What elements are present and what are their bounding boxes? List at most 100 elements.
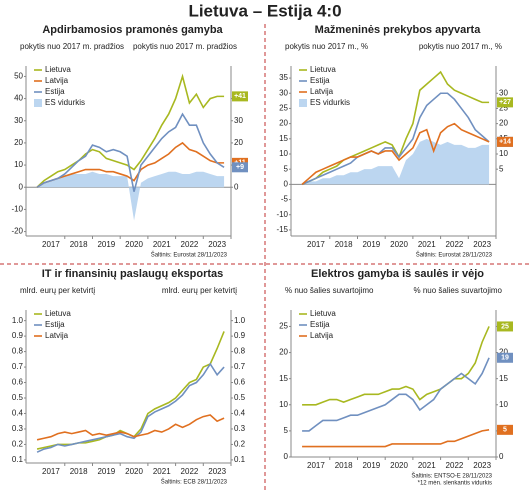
y-tick-label: 35 (279, 73, 288, 82)
y2-tick-label: 0.1 (234, 455, 246, 464)
source: Šaltinis: ECB 28/11/2023 (161, 479, 228, 486)
y-tick-label: -5 (281, 195, 289, 204)
y-tick-label: 25 (279, 104, 288, 113)
y-tick-label: 20 (14, 138, 23, 147)
legend-label: ES vidurkis (45, 98, 85, 107)
x-tick-label: 2020 (125, 240, 143, 249)
x-tick-label: 2017 (42, 240, 60, 249)
y2-tick-label: 5 (499, 164, 504, 173)
x-tick-label: 2023 (473, 461, 491, 470)
y-tick-label: 0 (284, 179, 289, 188)
x-tick-label: 2018 (335, 240, 353, 249)
x-tick-label: 2019 (362, 461, 380, 470)
chart-title: Apdirbamosios pramonės gamyba (42, 24, 223, 36)
line (36, 362, 225, 453)
source: Šaltinis: Eurostat 28/11/2023 (416, 252, 493, 259)
end-badge-label: 25 (501, 323, 509, 330)
x-tick-label: 2021 (418, 461, 436, 470)
legend-label: Latvija (310, 87, 334, 96)
y-tick-label: 10 (14, 160, 23, 169)
y2-tick-label: 20 (499, 348, 508, 357)
y2-tick-label: 30 (499, 88, 508, 97)
y-tick-label: 5 (284, 164, 289, 173)
x-tick-label: 2018 (335, 461, 353, 470)
y2-tick-label: 0.8 (234, 347, 246, 356)
line (36, 73, 225, 188)
y-tick-label: 25 (279, 322, 288, 331)
end-badge (497, 321, 513, 332)
legend-label: Latvija (45, 331, 69, 340)
legend-label: Estija (310, 320, 330, 329)
y-axis-label: mlrd. eurų per ketvirtį (20, 286, 95, 295)
y-tick-label: 5 (284, 426, 289, 435)
x-tick-label: 2018 (70, 240, 88, 249)
y-tick-label: 0 (284, 452, 289, 461)
y2-tick-label: 0.2 (234, 440, 246, 449)
x-tick-label: 2020 (125, 467, 143, 476)
x-tick-label: 2017 (42, 467, 60, 476)
x-tick-label: 2023 (473, 240, 491, 249)
x-tick-label: 2017 (307, 461, 325, 470)
line (302, 357, 490, 432)
y-tick-label: 15 (279, 374, 288, 383)
y2-tick-label: 0.6 (234, 378, 246, 387)
legend-label: Estija (45, 320, 65, 329)
x-tick-label: 2019 (97, 240, 115, 249)
y-tick-label: 0.6 (12, 378, 24, 387)
y-tick-label: 30 (279, 88, 288, 97)
y-tick-label: 20 (279, 348, 288, 357)
legend-label: Lietuva (310, 309, 336, 318)
area (302, 138, 490, 185)
x-tick-label: 2022 (181, 240, 199, 249)
y-tick-label: 0.4 (12, 409, 24, 418)
y-axis-label: pokytis nuo 2017 m., % (285, 42, 368, 51)
x-tick-label: 2021 (153, 240, 171, 249)
line (302, 429, 490, 448)
line (301, 122, 490, 185)
y-tick-label: 20 (279, 119, 288, 128)
end-badge-label: +9 (236, 164, 244, 171)
x-tick-label: 2020 (390, 461, 408, 470)
y2-axis-label: % nuo šalies suvartojimo (414, 286, 503, 295)
end-badge (497, 424, 513, 435)
x-tick-label: 2018 (70, 467, 88, 476)
line (36, 112, 225, 192)
y2-tick-label: 0.5 (234, 393, 246, 402)
y-tick-label: 40 (14, 94, 23, 103)
area (37, 171, 225, 221)
x-tick-label: 2019 (362, 240, 380, 249)
x-tick-label: 2023 (208, 467, 226, 476)
y-tick-label: 0.9 (12, 331, 24, 340)
y2-tick-label: 15 (499, 374, 508, 383)
y-tick-label: 0.7 (12, 362, 24, 371)
legend-label: Latvija (45, 76, 69, 85)
y-tick-label: -10 (276, 210, 288, 219)
legend-label: Estija (310, 76, 330, 85)
y2-tick-label: 10 (499, 400, 508, 409)
y2-tick-label: 10 (499, 149, 508, 158)
y2-tick-label: 0 (234, 182, 239, 191)
legend-label: ES vidurkis (310, 98, 350, 107)
chart-title: IT ir finansinių paslaugų eksportas (42, 268, 224, 280)
end-badge-label: +14 (499, 139, 511, 146)
y-tick-label: 10 (279, 149, 288, 158)
end-badge-label: +41 (234, 93, 246, 100)
y2-tick-label: 0.7 (234, 362, 246, 371)
end-badge-label: +27 (499, 99, 511, 106)
y-tick-label: 0.1 (12, 455, 24, 464)
end-badge (232, 162, 248, 173)
x-tick-label: 2017 (307, 240, 325, 249)
end-badge (497, 97, 513, 108)
chart-title: Elektros gamyba iš saulės ir vėjo (311, 268, 484, 280)
end-badge-label: 19 (501, 355, 509, 362)
x-tick-label: 2020 (390, 240, 408, 249)
line (36, 141, 225, 188)
legend-label: Lietuva (45, 65, 71, 74)
chart-title: Mažmeninės prekybos apyvarta (315, 24, 482, 36)
y2-tick-label: 0.3 (234, 424, 246, 433)
end-badge (497, 136, 513, 147)
y-tick-label: -10 (11, 205, 23, 214)
legend-label: Lietuva (310, 65, 336, 74)
y-tick-label: 15 (279, 134, 288, 143)
y-tick-label: 50 (14, 72, 23, 81)
